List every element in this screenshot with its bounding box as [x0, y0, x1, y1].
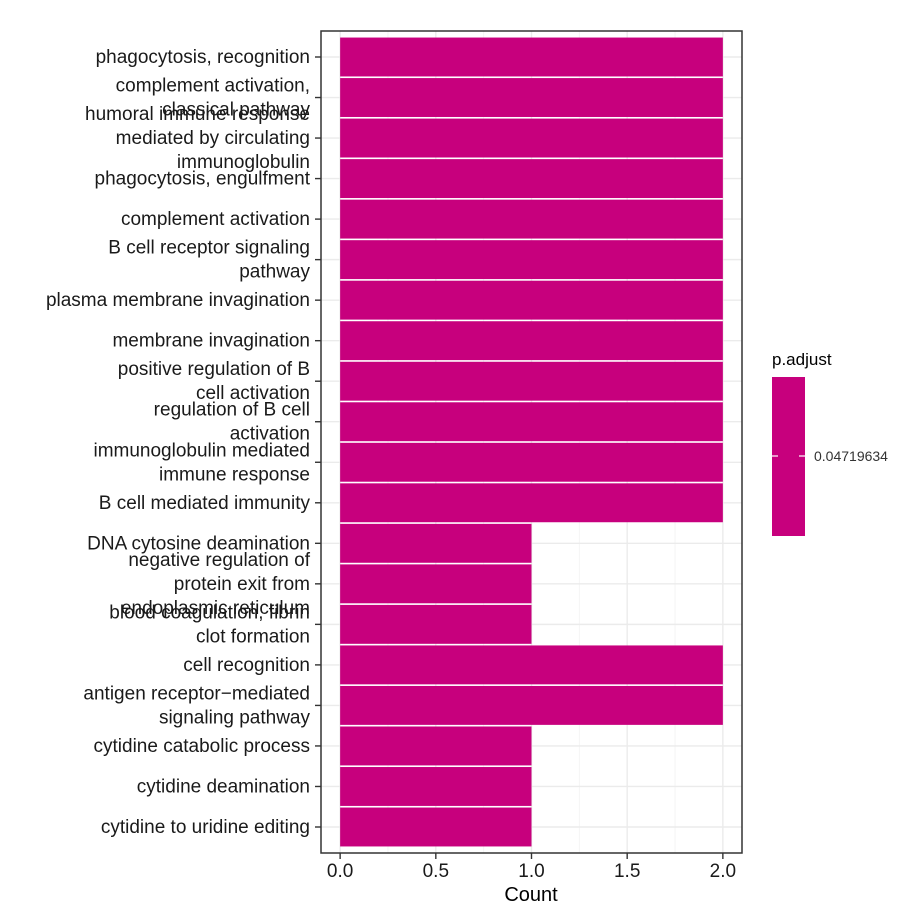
category-label: cytidine to uridine editing: [101, 817, 310, 838]
bar: [340, 807, 532, 847]
y-axis-category-labels: phagocytosis, recognition complement acti…: [46, 47, 311, 838]
bar: [340, 402, 723, 442]
category-label: blood coagulation, fibrin clot formation: [109, 602, 310, 647]
bars: [340, 37, 723, 847]
bar: [340, 442, 723, 482]
bar: [340, 726, 532, 766]
category-label: phagocytosis, engulfment: [95, 169, 311, 190]
category-label: regulation of B cell activation: [154, 400, 310, 445]
category-label: phagocytosis, recognition: [96, 47, 310, 68]
bar: [340, 685, 723, 725]
category-label: complement activation: [121, 209, 310, 230]
bar: [340, 199, 723, 239]
legend-title: p.adjust: [772, 350, 832, 369]
category-label: B cell mediated immunity: [99, 493, 311, 514]
category-label: membrane invagination: [112, 331, 310, 352]
bar: [340, 604, 532, 644]
x-tick-label: 0.0: [327, 861, 353, 882]
y-axis-ticks: [315, 56, 321, 828]
bar: [340, 118, 723, 158]
bar: [340, 240, 723, 280]
x-tick-label: 2.0: [710, 861, 736, 882]
bar: [340, 78, 723, 117]
bar: [340, 523, 532, 563]
bar: [340, 645, 723, 685]
bar: [340, 37, 723, 77]
category-label: DNA cytosine deamination: [87, 533, 310, 554]
category-label: cell recognition: [183, 655, 310, 676]
x-tick-label: 1.5: [614, 861, 640, 882]
bar: [340, 767, 532, 806]
bar: [340, 564, 532, 604]
bar: [340, 280, 723, 320]
category-label: cytidine deamination: [137, 776, 310, 797]
category-label: negative regulation of protein exit from e…: [121, 550, 311, 619]
category-label: complement activation, classical pathway: [116, 76, 311, 121]
category-label: plasma membrane invagination: [46, 290, 310, 311]
x-tick-label: 0.5: [423, 861, 449, 882]
category-label: B cell receptor signaling pathway: [108, 238, 310, 283]
category-label: immunoglobulin mediated immune response: [93, 440, 310, 485]
legend-value-label: 0.04719634: [814, 448, 888, 464]
bar: [340, 159, 723, 199]
category-label: antigen receptor−mediated signaling pathw…: [83, 683, 310, 728]
bar: [340, 361, 723, 401]
category-label: humoral immune response mediated by circu…: [85, 104, 310, 173]
x-axis-ticks: 0.0 0.5 1.0 1.5 2.0: [327, 853, 736, 882]
category-label: cytidine catabolic process: [94, 736, 311, 757]
bar: [340, 321, 723, 361]
bar: [340, 483, 723, 523]
legend: p.adjust 0.04719634: [772, 350, 888, 536]
x-axis-title: Count: [504, 884, 558, 906]
x-tick-label: 1.0: [518, 861, 544, 882]
